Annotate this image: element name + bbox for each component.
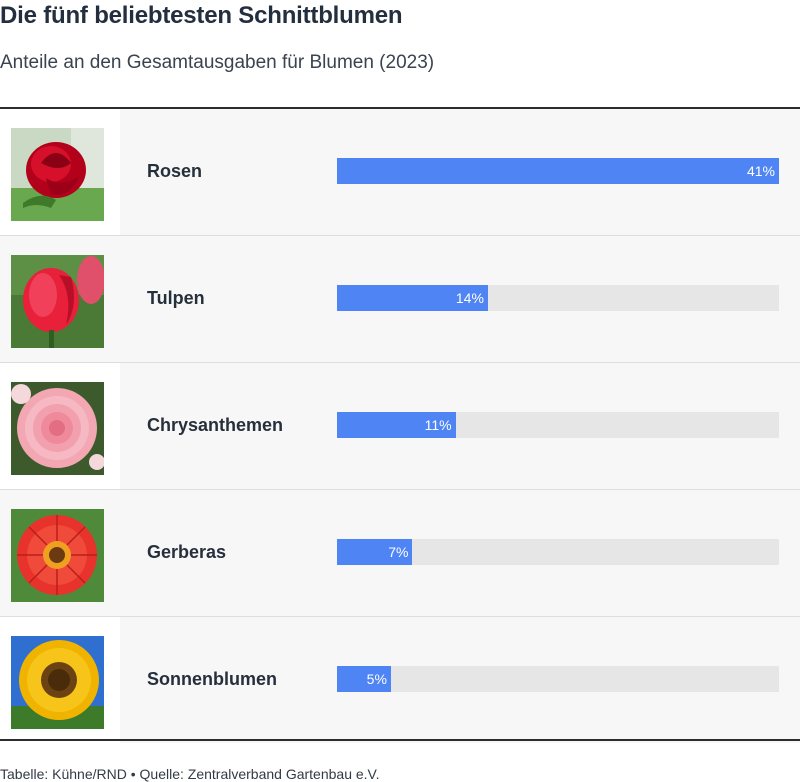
source-footer: Tabelle: Kühne/RND • Quelle: Zentralverb… <box>0 766 380 782</box>
bar-track: 7% <box>337 539 779 565</box>
category-label: Rosen <box>147 161 203 181</box>
category-label: Gerberas <box>147 542 227 562</box>
sunflower-photo <box>11 636 104 729</box>
bottom-divider <box>0 739 800 741</box>
table-row: Gerberas 7% <box>0 490 800 617</box>
table-row: Sonnenblumen 5% <box>0 617 800 743</box>
category-label: Sonnenblumen <box>147 669 277 689</box>
bar-gerberas: 7% <box>337 539 413 565</box>
category-label: Tulpen <box>147 288 205 308</box>
table-row: Chrysanthemen 11% <box>0 363 800 490</box>
category-label: Chrysanthemen <box>147 415 284 435</box>
chart-subtitle: Anteile an den Gesamtausgaben für Blumen… <box>0 52 435 73</box>
value-label: 41% <box>746 163 775 179</box>
table-row: Rosen 41% <box>0 109 800 236</box>
bar-tulpen: 14% <box>337 285 488 311</box>
top-divider <box>0 107 800 109</box>
bar-sonnenblumen: 5% <box>337 666 391 692</box>
bar-table: Rosen 41% Tulpen 14% <box>0 109 800 743</box>
red-rose-photo <box>11 128 104 221</box>
bar-track: 5% <box>337 666 779 692</box>
red-tulip-photo <box>11 255 104 348</box>
bar-chrysanthemen: 11% <box>337 412 456 438</box>
value-label: 14% <box>455 290 484 306</box>
value-label: 11% <box>424 417 452 433</box>
red-gerbera-photo <box>11 509 104 602</box>
bar-track: 14% <box>337 285 779 311</box>
bar-track: 41% <box>337 158 779 184</box>
pink-chrysanthemum-photo <box>11 382 104 475</box>
chart-title: Die fünf beliebtesten Schnittblumen <box>0 2 403 29</box>
bar-track: 11% <box>337 412 779 438</box>
value-label: 5% <box>366 671 387 687</box>
bar-rosen: 41% <box>337 158 779 184</box>
value-label: 7% <box>388 544 409 560</box>
table-row: Tulpen 14% <box>0 236 800 363</box>
